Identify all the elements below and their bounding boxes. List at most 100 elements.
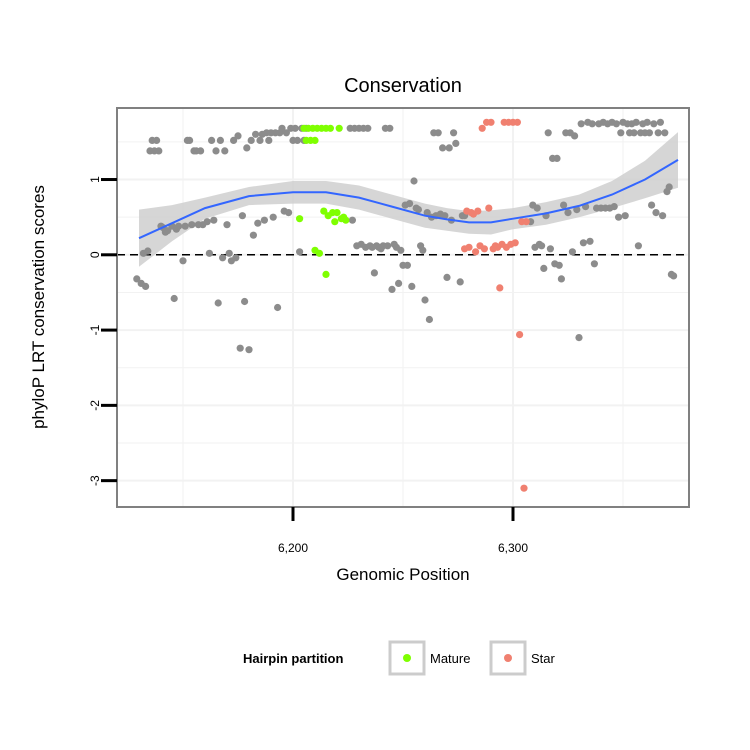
point-mature [326,124,334,132]
point-other [164,227,172,235]
x-tick-label: 6,300 [498,541,528,555]
point-other [568,248,577,256]
point-other [553,154,561,162]
x-axis-title: Genomic Position [336,565,469,584]
data-points [133,118,678,492]
point-star [513,118,522,126]
point-star [474,207,482,215]
point-star [487,118,495,126]
legend-swatch-star [504,654,512,662]
y-axis-ticks: 1 0 -1 -2 -3 [88,176,117,486]
point-star [516,331,524,339]
point-other [221,147,229,155]
smooth-trend-line [138,159,679,240]
point-other [265,136,273,144]
point-other [245,346,253,354]
point-other [285,209,293,217]
point-other [238,212,246,220]
point-other [406,200,414,208]
point-other [223,221,231,229]
point-other [144,247,152,255]
point-other [419,246,427,254]
point-mature [320,207,328,215]
confidence-band-area [139,132,678,267]
point-other [586,237,594,245]
point-other [388,285,396,293]
point-other [659,212,667,220]
point-other [423,209,431,217]
point-mature [333,209,341,217]
legend-label-star: Star [531,651,556,666]
point-other [274,303,282,312]
point-other [216,136,224,144]
point-other [546,245,555,253]
point-other [282,129,290,137]
point-other [252,130,260,138]
y-tick-label: -3 [88,475,102,486]
point-other [645,129,654,137]
confidence-band [139,132,678,267]
point-other [408,282,416,290]
point-mature [296,215,304,223]
point-other [236,344,244,352]
point-other [612,120,621,128]
point-other [386,124,394,132]
point-star [480,245,488,253]
point-other [230,136,238,144]
point-other [133,275,141,283]
point-other [538,242,546,250]
point-other [575,334,583,342]
point-other [364,124,372,132]
point-other [560,201,568,209]
point-other [555,261,563,269]
smooth-line-path [138,159,679,240]
point-other [421,296,429,304]
y-tick-label: 1 [88,176,102,183]
point-other [397,246,405,254]
point-other [181,222,189,230]
point-other [142,282,150,290]
point-other [175,222,183,230]
point-other [212,147,220,155]
point-other [617,129,625,137]
point-other [179,257,187,265]
point-other [632,118,640,126]
point-other [155,147,163,155]
point-other [249,231,257,239]
x-axis-ticks: 6,200 6,300 [278,507,528,555]
point-other [445,144,453,152]
point-other [425,315,433,324]
point-other [571,132,579,140]
point-mature [335,124,343,132]
point-other [278,124,286,132]
point-mature [315,249,323,257]
point-other [452,139,460,147]
point-other [219,254,227,262]
y-tick-label: -2 [88,400,102,411]
y-tick-label: 0 [88,251,102,258]
point-other [260,216,268,224]
point-other [170,294,178,303]
point-other [439,144,447,152]
point-other [621,212,629,220]
point-star [522,218,530,226]
point-other [410,177,418,185]
point-other [293,136,301,144]
point-other [450,129,458,137]
y-axis-title: phyloP LRT conservation scores [29,185,48,429]
point-other [634,242,643,250]
point-other [234,132,242,140]
point-other [630,129,638,137]
point-star [496,284,504,292]
point-other [197,147,205,155]
point-other [186,136,194,144]
point-mature [331,218,339,226]
point-other [650,120,658,128]
point-other [533,204,541,212]
point-other [203,218,211,226]
point-other [232,254,240,262]
x-tick-label: 6,200 [278,541,308,555]
legend-label-mature: Mature [430,651,470,666]
point-other [643,118,651,126]
point-other [564,209,572,217]
